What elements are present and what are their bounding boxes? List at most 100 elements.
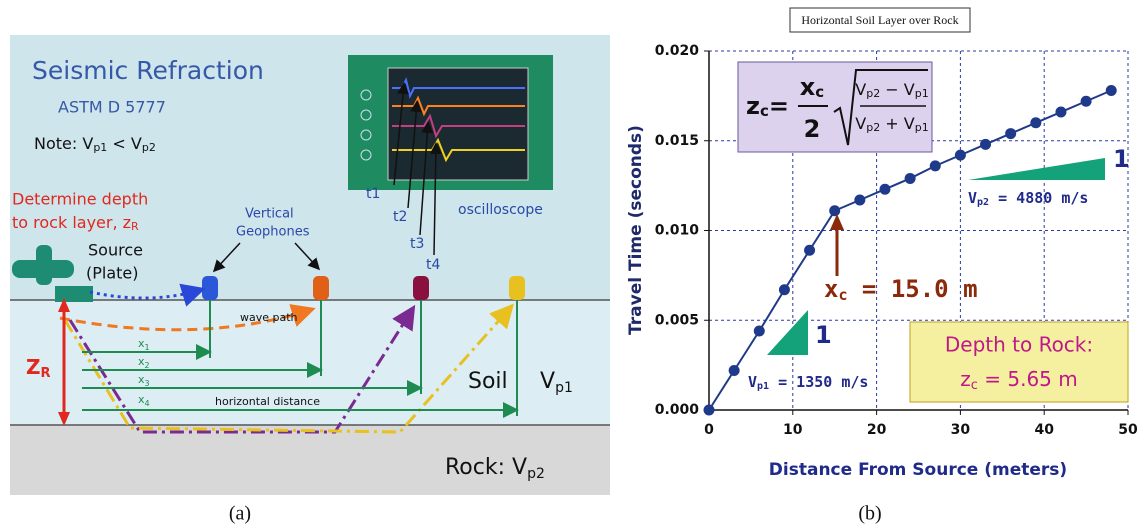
- y-axis-title: Travel Time (seconds): [626, 125, 646, 335]
- depth-label: ZR: [26, 355, 51, 381]
- annotations: zc= xc 2 Vp2 − Vp1 Vp2 + Vp1 1 Vp2 = 488…: [737, 61, 1130, 403]
- arrowheads: [58, 298, 70, 426]
- time-arrow: [393, 82, 410, 186]
- panel-a: Seismic Refraction ASTM D 5777 Note: Vp1…: [10, 35, 610, 495]
- geophone: [413, 276, 429, 300]
- data-point: [954, 149, 966, 161]
- data-point: [804, 244, 816, 256]
- pointer: [294, 242, 321, 271]
- data-point: [1055, 106, 1067, 118]
- distance-label: x4: [138, 393, 150, 408]
- chart-title-box: [789, 7, 971, 33]
- oscilloscope-label: oscilloscope: [458, 202, 543, 218]
- y-tick-label: 0.010: [655, 223, 700, 239]
- rock-layer: [10, 425, 610, 495]
- data-point: [854, 194, 866, 206]
- wave-path: [68, 304, 416, 434]
- data-point: [753, 325, 765, 337]
- velocity-label: Vp1 = 1350 m/s: [748, 373, 868, 393]
- chart-title: Horizontal Soil Layer over Rock: [801, 13, 958, 27]
- slope-triangle: [767, 310, 808, 355]
- depth-box: [909, 321, 1129, 403]
- geophone: [202, 276, 218, 300]
- oscilloscope-screen: [387, 67, 529, 181]
- x-tick-label: 10: [783, 422, 803, 438]
- pointer: [212, 242, 241, 273]
- formula-top: Vp2 − Vp1: [855, 80, 928, 101]
- note: Note: Vp1 < Vp2: [34, 134, 156, 155]
- formula-denominator: 2: [804, 115, 821, 143]
- data-point: [1080, 95, 1092, 107]
- diagram-title: Seismic Refraction: [32, 56, 264, 85]
- geophone: [313, 276, 329, 300]
- distance-label: x2: [138, 355, 150, 370]
- arrowhead: [830, 214, 844, 230]
- slope-label: 1: [1113, 145, 1130, 173]
- knob: [360, 129, 372, 141]
- data-point: [829, 205, 841, 217]
- wave-path-label: wave path: [240, 311, 298, 324]
- standard: ASTM D 5777: [58, 98, 166, 117]
- time-label: t2: [393, 209, 407, 225]
- geophone: [509, 276, 525, 300]
- data-point: [980, 138, 992, 150]
- wave-path: [59, 304, 316, 332]
- geophones-label: Vertical: [245, 207, 294, 222]
- time-arrow: [429, 142, 442, 256]
- trace: [392, 137, 525, 163]
- time-label: t4: [426, 257, 440, 273]
- formula-box: [737, 61, 933, 153]
- task-line1: Determine depth: [12, 190, 148, 209]
- knob: [360, 89, 372, 101]
- data-point: [929, 160, 941, 172]
- wave-path: [63, 303, 514, 434]
- depth-title: Depth to Rock:: [945, 333, 1093, 357]
- radical: [833, 69, 928, 146]
- geophones-label: Geophones: [236, 225, 310, 240]
- data-point: [904, 172, 916, 184]
- data-point: [778, 284, 790, 296]
- caption: (a): [229, 503, 251, 525]
- y-tick-label: 0.005: [655, 312, 699, 328]
- slope-label: 1: [815, 321, 832, 349]
- x-tick-label: 50: [1118, 422, 1138, 438]
- source-label: Source: [88, 241, 143, 260]
- formula-lhs: zc=: [746, 92, 789, 120]
- data-point: [703, 404, 715, 416]
- distance-label: x3: [138, 373, 150, 388]
- y-tick-label: 0.020: [655, 43, 700, 59]
- x-axis-title: Distance From Source (meters): [769, 460, 1067, 480]
- distance-caption: horizontal distance: [215, 395, 320, 408]
- task-line2: to rock layer, zR: [12, 213, 139, 234]
- depth-value: zc = 5.65 m: [960, 367, 1078, 393]
- knob: [360, 149, 372, 161]
- distance-label: x1: [138, 337, 150, 352]
- caption: (b): [858, 503, 881, 525]
- y-tick-label: 0.000: [655, 402, 700, 418]
- source-pipe: [36, 245, 52, 285]
- data-point: [1005, 128, 1017, 140]
- wave-path: [89, 283, 206, 307]
- formula-numerator: xc: [800, 73, 824, 101]
- data-point: [879, 183, 891, 195]
- time-arrow: [407, 100, 423, 209]
- formula-bottom: Vp2 + Vp1: [855, 114, 928, 135]
- x-tick-label: 20: [867, 422, 887, 438]
- velocity-label: Vp2 = 4880 m/s: [968, 189, 1088, 209]
- time-label: t1: [366, 186, 380, 202]
- time-arrow: [419, 121, 434, 236]
- x-tick-label: 40: [1034, 422, 1054, 438]
- x-tick-label: 0: [704, 422, 714, 438]
- data-point: [728, 365, 740, 377]
- rock-label: Rock: Vp2: [445, 455, 545, 482]
- source-plate: [55, 286, 93, 302]
- time-label: t3: [410, 236, 424, 252]
- y-tick-label: 0.015: [655, 133, 699, 149]
- x-tick-label: 30: [951, 422, 971, 438]
- panel-b: Horizontal Soil Layer over Rock Travel T…: [626, 7, 1138, 480]
- data-point: [1030, 117, 1042, 129]
- slope-triangle: [968, 158, 1105, 180]
- soil-label: Soil: [468, 369, 508, 394]
